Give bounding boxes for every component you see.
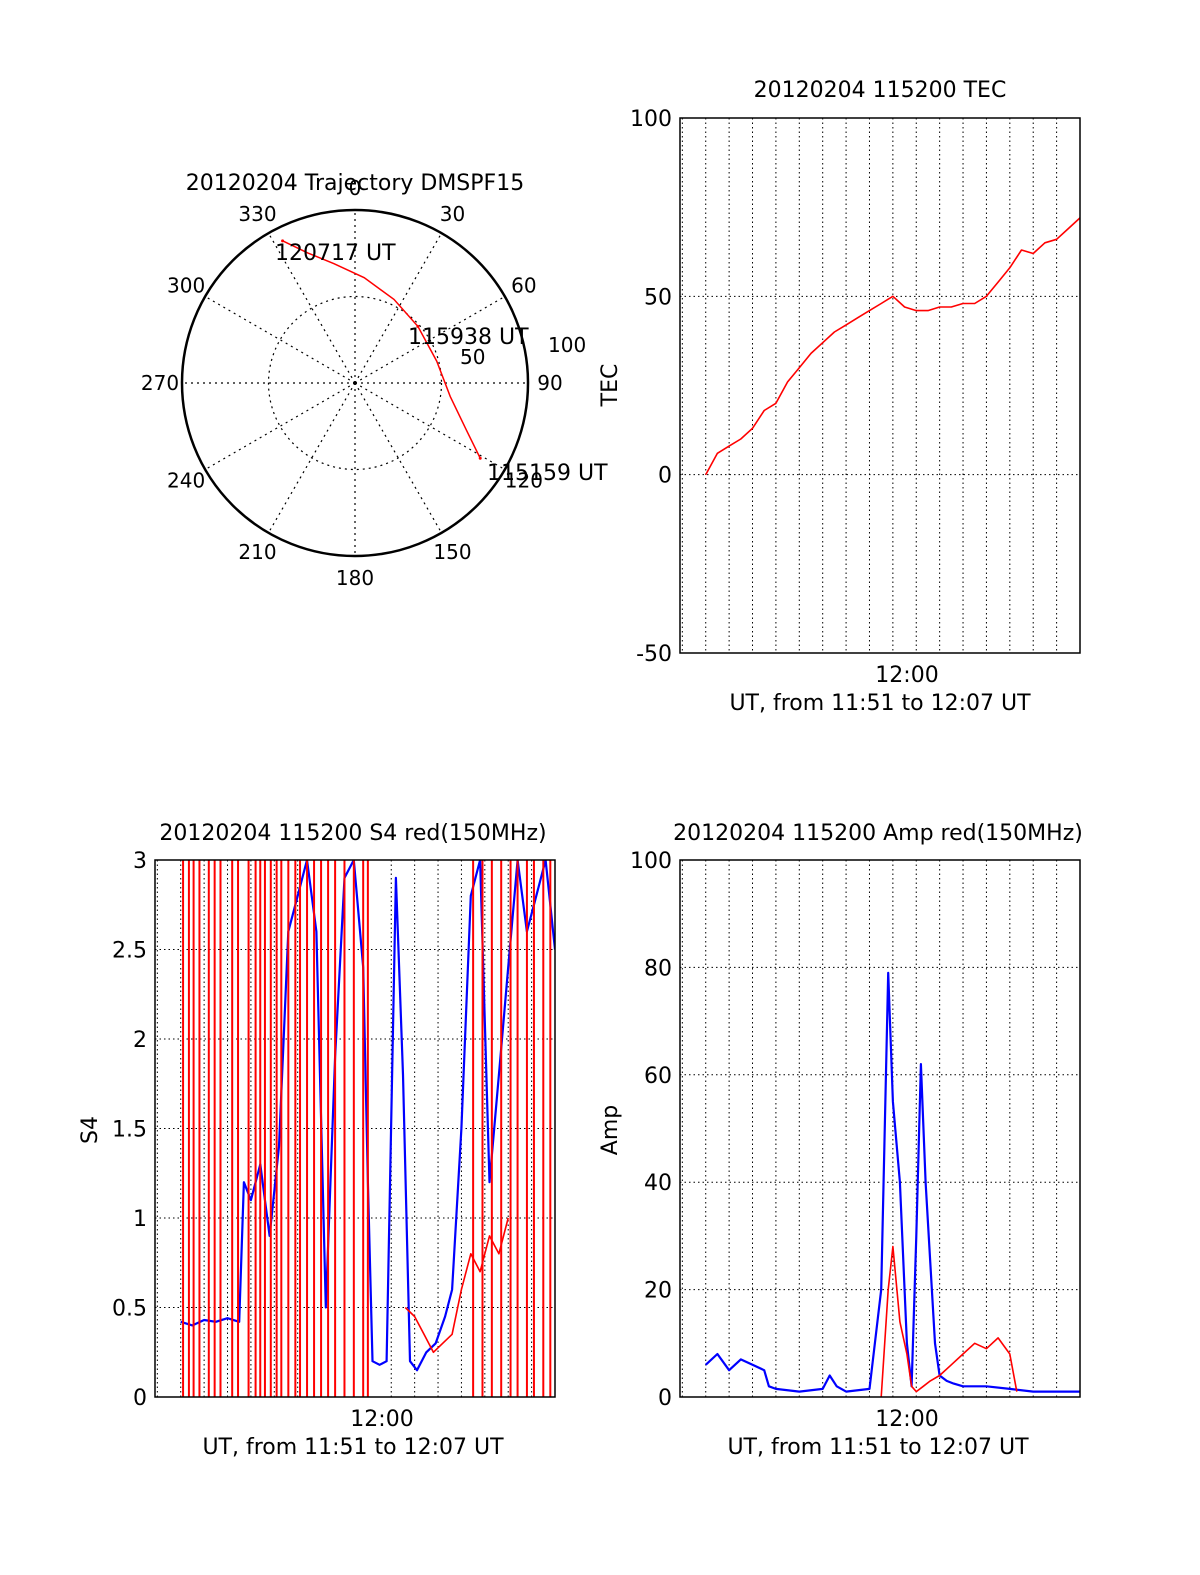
series-line-blue: [180, 860, 555, 1372]
trajectory-track: [281, 239, 482, 460]
s4-ytick-labels: 0 0.5 1 1.5 2 2.5 3: [112, 849, 147, 1411]
ytick-label: 1: [133, 1207, 147, 1232]
s4-panel: 20120204 115200 S4 red(150MHz) 0 0.5 1 1.5 2…: [78, 821, 556, 1460]
s4-frame: [154, 859, 556, 1398]
tec-xtick-label: 12:00: [875, 663, 938, 688]
ytick-label: 50: [644, 285, 672, 310]
amp-title: 20120204 115200 Amp red(150MHz): [673, 821, 1083, 846]
ytick-label: 2.5: [112, 939, 147, 964]
trajectory-title: 20120204 Trajectory DMSPF15: [186, 171, 524, 196]
s4-xlabel: UT, from 11:51 to 12:07 UT: [202, 1435, 504, 1460]
tec-xlabel: UT, from 11:51 to 12:07 UT: [729, 691, 1031, 716]
amp-xlabel: UT, from 11:51 to 12:07 UT: [727, 1435, 1029, 1460]
trajectory-point: [416, 324, 420, 328]
tec-series: [704, 217, 1080, 476]
polar-spoke: [354, 382, 506, 471]
polar-angle-label: 300: [167, 274, 205, 298]
polar-angle-label: 180: [336, 566, 374, 590]
tec-frame: [679, 117, 1081, 654]
ytick-label: 0: [658, 464, 672, 489]
polar-angle-labels: 0 30 60 90 120 150 180 210 240 270 300 330: [141, 176, 563, 590]
polar-angle-label: 210: [238, 540, 276, 564]
trajectory-panel: 20120204 Trajectory DMSPF15 0 30 60 90 120 15…: [141, 171, 608, 590]
tec-title: 20120204 115200 TEC: [754, 78, 1007, 103]
polar-grid: [180, 208, 530, 558]
polar-spoke: [354, 232, 443, 384]
polar-spoke: [267, 382, 356, 534]
amp-panel: 20120204 115200 Amp red(150MHz) 0 20 40 60 8…: [598, 821, 1083, 1460]
trajectory-point: [478, 456, 482, 460]
polar-angle-label: 330: [238, 202, 276, 226]
ytick-label: 80: [644, 956, 672, 981]
ytick-label: 1.5: [112, 1118, 147, 1143]
amp-xtick-label: 12:00: [875, 1407, 938, 1432]
polar-radius-label-100: 100: [548, 333, 586, 357]
polar-spoke: [354, 382, 443, 534]
ytick-label: -50: [636, 642, 672, 667]
ytick-label: 100: [630, 849, 672, 874]
ytick-label: 0.5: [112, 1297, 147, 1322]
polar-spoke: [267, 232, 356, 384]
polar-radius-label-50: 50: [460, 345, 485, 369]
polar-angle-label: 0: [349, 176, 362, 200]
ytick-label: 0: [133, 1386, 147, 1411]
s4-title: 20120204 115200 S4 red(150MHz): [159, 821, 546, 846]
polar-spoke: [204, 295, 356, 384]
polar-angle-label: 30: [440, 202, 465, 226]
series-line-red: [880, 1245, 1018, 1397]
ytick-label: 2: [133, 1028, 147, 1053]
ytick-label: 20: [644, 1279, 672, 1304]
trajectory-line: [282, 240, 481, 459]
tec-ytick-labels: -50 0 50 100: [630, 107, 672, 667]
ytick-label: 60: [644, 1064, 672, 1089]
polar-spoke: [204, 382, 356, 471]
amp-grid: [680, 860, 1080, 1397]
trajectory-point: [281, 239, 285, 243]
polar-angle-label: 240: [167, 469, 205, 493]
polar-outer-circle: [180, 208, 530, 558]
s4-series: [180, 860, 555, 1397]
tec-grid: [680, 118, 1080, 653]
s4-xtick-label: 12:00: [350, 1407, 413, 1432]
polar-angle-label: 150: [433, 540, 471, 564]
ytick-label: 0: [658, 1386, 672, 1411]
polar-angle-label: 270: [141, 371, 179, 395]
tec-panel: 20120204 115200 TEC -50 0 50 100 12:00 UT, …: [598, 78, 1081, 716]
series-line-red: [704, 217, 1080, 476]
series-line-blue: [704, 971, 1080, 1393]
point-label-115159: 115159 UT: [487, 461, 608, 486]
ytick-label: 40: [644, 1171, 672, 1196]
amp-ytick-labels: 0 20 40 60 80 100: [630, 849, 672, 1411]
amp-series: [704, 971, 1080, 1397]
tec-ylabel: TEC: [598, 364, 623, 408]
ytick-label: 3: [133, 849, 147, 874]
ytick-label: 100: [630, 107, 672, 132]
polar-angle-label: 90: [537, 371, 562, 395]
point-label-115938: 115938 UT: [408, 325, 529, 350]
polar-angle-label: 60: [511, 274, 536, 298]
polar-inner-circle: [267, 295, 443, 471]
polar-spoke: [354, 295, 506, 384]
amp-ylabel: Amp: [598, 1105, 623, 1155]
polar-angle-label: 120: [505, 469, 543, 493]
s4-ylabel: S4: [78, 1116, 103, 1144]
amp-frame: [679, 859, 1081, 1398]
point-label-120717: 120717 UT: [275, 241, 396, 266]
